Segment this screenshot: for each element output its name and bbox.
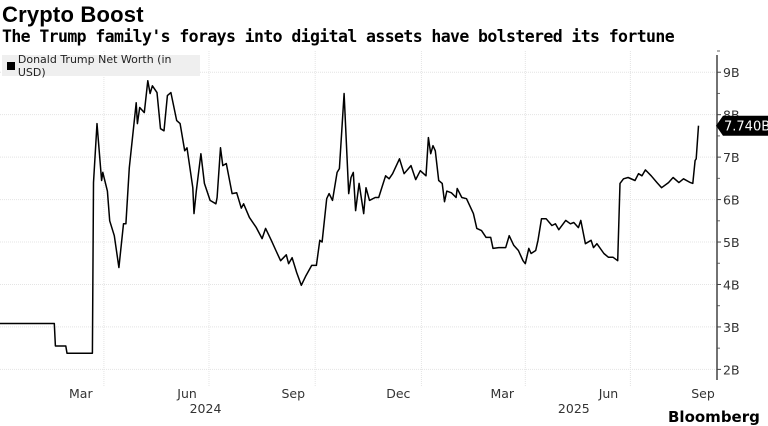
y-tick-label: 9B xyxy=(723,65,740,80)
x-tick-label: Mar xyxy=(490,386,514,401)
source-label: Bloomberg xyxy=(668,408,760,426)
gridlines xyxy=(0,51,717,386)
x-tick-label: Jun xyxy=(598,386,619,401)
legend-swatch xyxy=(7,61,15,70)
last-value-label: 7.740B xyxy=(724,120,768,135)
y-tick-label: 3B xyxy=(723,320,740,335)
y-tick-label: 4B xyxy=(723,277,740,292)
legend-label: Donald Trump Net Worth (in USD) xyxy=(17,52,172,79)
series-layer xyxy=(0,79,700,355)
y-tick-label: 5B xyxy=(723,235,740,250)
x-tick-label: Dec xyxy=(386,386,410,401)
x-year-label: 2025 xyxy=(558,401,590,416)
last-value-badge: 7.740B xyxy=(716,115,768,136)
x-axis: Mar Jun Sep Dec Mar Jun Sep 2024 2025 xyxy=(69,386,715,416)
y-tick-label: 6B xyxy=(723,193,740,208)
chart-title: Crypto Boost xyxy=(2,2,144,27)
x-tick-label: Sep xyxy=(691,386,715,401)
y-tick-label: 7B xyxy=(723,150,740,165)
chart-subtitle: The Trump family's forays into digital a… xyxy=(2,27,675,46)
last-value-flag xyxy=(716,115,768,136)
x-year-label: 2024 xyxy=(190,401,222,416)
legend: Donald Trump Net Worth (in USD) xyxy=(2,52,200,79)
x-tick-label: Jun xyxy=(176,386,197,401)
series-line xyxy=(0,79,700,355)
y-tick-label: 2B xyxy=(723,362,740,377)
x-tick-label: Mar xyxy=(69,386,93,401)
x-tick-label: Sep xyxy=(281,386,305,401)
